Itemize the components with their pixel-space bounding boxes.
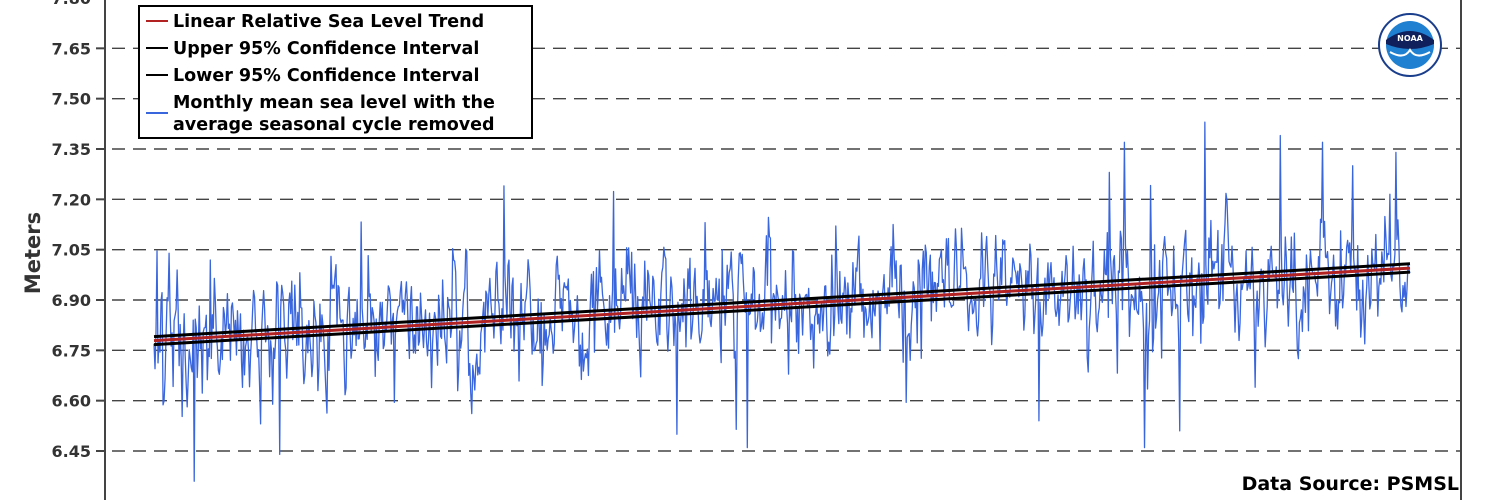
legend-label-monthly-line1: Monthly mean sea level with the — [173, 93, 495, 113]
y-tick-label: 6.90 — [52, 291, 91, 310]
y-tick-label: 7.50 — [52, 90, 91, 109]
legend-label-lower: Lower 95% Confidence Interval — [173, 66, 479, 86]
upper-confidence-line — [153, 262, 1411, 339]
legend-box — [138, 5, 533, 139]
lower-confidence-line — [153, 270, 1411, 347]
data-source-label: Data Source: PSMSL — [1242, 473, 1459, 495]
noaa-logo-bird-shape — [1386, 31, 1434, 49]
y-tick-label: 7.05 — [52, 241, 91, 260]
legend-label-monthly-line2: average seasonal cycle removed — [173, 115, 495, 135]
linear-trend-line — [153, 266, 1411, 343]
legend-label-trend: Linear Relative Sea Level Trend — [173, 12, 484, 32]
y-tick-label: 7.80 — [52, 0, 91, 8]
y-axis-label: Meters — [21, 212, 45, 294]
y-tick-label: 6.45 — [52, 442, 91, 461]
y-tick-label: 7.35 — [52, 140, 91, 159]
y-axis-ticks: 6.45 6.60 6.75 6.90 7.05 7.20 7.35 7.50 7.65 7.80 — [52, 0, 105, 461]
legend-label-upper: Upper 95% Confidence Interval — [173, 39, 479, 59]
y-tick-label: 6.75 — [52, 341, 91, 360]
y-tick-label: 7.65 — [52, 39, 91, 58]
legend: Linear Relative Sea Level Trend Upper 95… — [138, 5, 533, 139]
noaa-logo: NOAA — [1378, 13, 1442, 77]
noaa-logo-wordmark: NOAA — [1397, 34, 1423, 43]
trend-series — [153, 262, 1411, 347]
noaa-logo-wave — [1389, 48, 1431, 57]
y-tick-label: 6.60 — [52, 392, 91, 411]
y-tick-label: 7.20 — [52, 190, 91, 209]
